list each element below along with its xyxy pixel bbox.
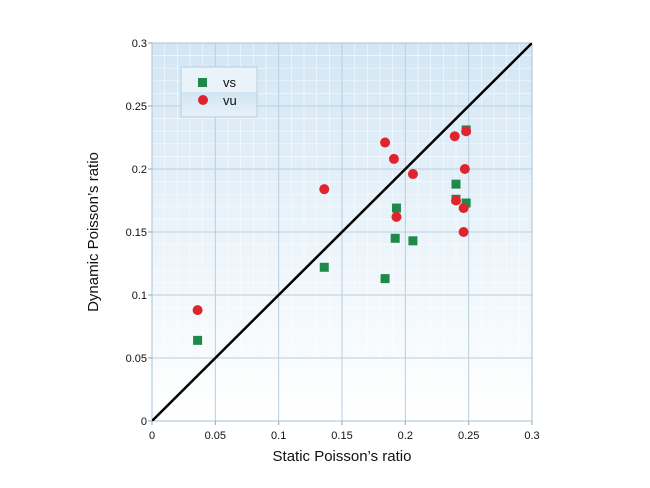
point-vu [449,131,460,142]
x-tick-label: 0.1 [271,430,286,442]
legend-label-vu: vu [223,93,237,108]
point-vu [461,126,472,137]
y-tick-label: 0.3 [132,38,147,50]
y-tick-label: 0.25 [126,101,147,113]
legend-marker-vs [198,78,207,87]
point-vs [461,198,471,208]
point-vu [391,211,402,222]
y-axis-title: Dynamic Poisson’s ratio [85,152,102,312]
axis-ticks [148,42,533,425]
point-vu [459,164,470,174]
point-vu [380,137,391,148]
y-tick-labels: 0 0.05 0.1 0.15 0.2 0.25 0.3 [126,38,147,428]
y-tick-label: 0.1 [132,290,147,302]
reference-line [152,43,532,421]
point-vs [193,335,203,345]
legend-box [180,66,258,118]
point-vs [451,179,461,189]
point-vs [408,236,418,246]
x-axis-title: Static Poisson’s ratio [273,448,412,465]
point-vs [391,203,401,213]
x-tick-label: 0.3 [524,430,539,442]
y-tick-label: 0.05 [126,353,147,365]
x-tick-label: 0 [149,430,155,442]
point-vu [407,169,418,180]
x-tick-label: 0.2 [398,430,413,442]
point-vu [458,227,469,237]
y-tick-label: 0.2 [132,164,147,176]
y-tick-label: 0 [141,416,147,428]
y-tick-label: 0.15 [126,227,147,239]
legend: vs vu [180,66,258,118]
point-vu [388,153,399,164]
point-vu [451,195,461,206]
legend-marker-vu [198,95,208,105]
point-vu [319,184,330,195]
reference-line-layer [152,43,532,421]
x-tick-label: 0.05 [205,430,226,442]
point-vs [319,262,329,272]
x-tick-label: 0.25 [458,430,479,442]
point-vs [380,274,390,284]
x-tick-label: 0.15 [331,430,352,442]
point-vu [192,305,203,316]
point-vs [390,233,400,243]
legend-label-vs: vs [223,75,237,90]
point-vu [458,203,469,214]
data-points [192,125,472,345]
x-tick-labels: 0 0.05 0.1 0.15 0.2 0.25 0.3 [149,430,540,442]
